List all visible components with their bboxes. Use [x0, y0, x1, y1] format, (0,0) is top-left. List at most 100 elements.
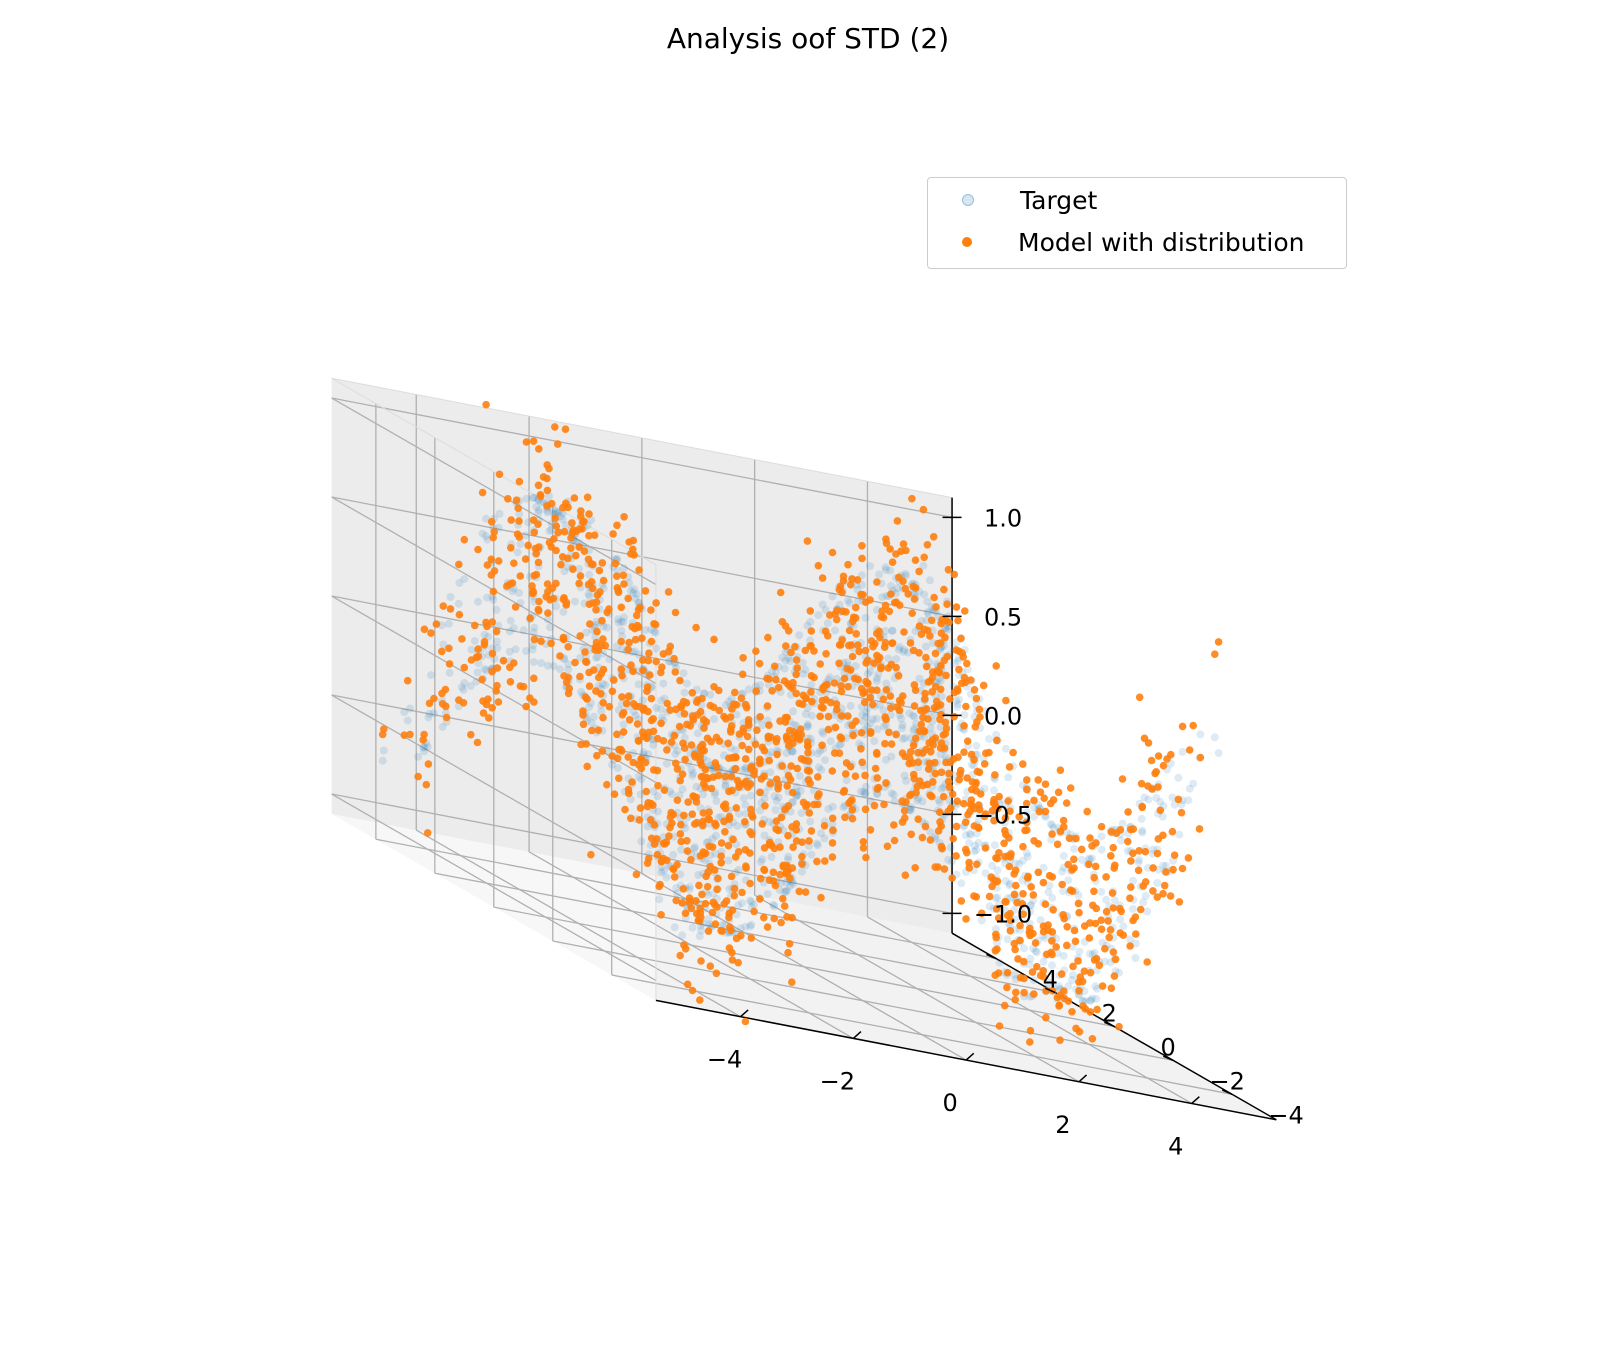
- model-point: [482, 400, 490, 409]
- model-point: [1104, 917, 1112, 925]
- model-point: [1011, 995, 1019, 1004]
- model-point: [915, 567, 923, 576]
- model-point: [414, 772, 422, 781]
- model-point: [721, 828, 729, 836]
- model-point: [750, 770, 758, 779]
- model-point: [552, 522, 561, 530]
- model-point: [634, 605, 643, 614]
- model-point: [1095, 961, 1104, 970]
- model-point: [1060, 987, 1068, 995]
- model-point: [802, 694, 810, 703]
- model-point: [634, 737, 643, 745]
- model-point: [1154, 752, 1163, 760]
- model-point: [842, 759, 851, 767]
- model-point: [572, 527, 580, 536]
- model-point: [430, 694, 438, 703]
- model-point: [671, 668, 680, 676]
- model-point: [473, 738, 482, 747]
- y-tick: [1221, 1089, 1233, 1096]
- target-point: [817, 765, 826, 774]
- target-point: [1185, 784, 1194, 793]
- model-point: [1057, 970, 1066, 978]
- target-point: [970, 761, 978, 770]
- model-point: [678, 899, 686, 907]
- target-point: [900, 645, 908, 654]
- model-point: [817, 893, 825, 902]
- target-point: [1091, 982, 1100, 991]
- target-point: [898, 734, 907, 743]
- model-point: [831, 610, 839, 618]
- target-point: [1070, 844, 1079, 853]
- target-point: [974, 838, 983, 847]
- target-point: [649, 787, 658, 796]
- model-point: [848, 721, 856, 730]
- model-point: [885, 728, 893, 737]
- target-point: [1098, 938, 1107, 947]
- model-point: [776, 843, 784, 851]
- target-point: [400, 708, 409, 717]
- model-point: [1097, 925, 1106, 933]
- target-point: [807, 680, 816, 689]
- model-point: [866, 826, 875, 834]
- model-point: [671, 759, 680, 768]
- gridline-y: [434, 872, 1056, 994]
- model-point: [765, 675, 773, 683]
- target-point: [892, 655, 901, 663]
- model-point: [1048, 873, 1057, 881]
- model-point: [731, 765, 740, 773]
- target-point: [423, 742, 432, 751]
- target-point: [529, 658, 538, 667]
- model-point: [732, 804, 741, 812]
- model-point: [910, 595, 919, 603]
- model-point: [1031, 939, 1040, 947]
- model-point: [960, 722, 968, 730]
- target-point: [1210, 733, 1219, 742]
- model-point: [1019, 842, 1027, 851]
- target-point: [558, 509, 567, 518]
- target-point: [659, 867, 668, 875]
- model-point: [580, 547, 589, 555]
- model-point: [887, 660, 896, 669]
- model-point: [688, 689, 697, 697]
- target-point: [937, 692, 946, 701]
- target-point: [920, 733, 929, 742]
- model-point: [635, 816, 644, 824]
- model-point: [620, 580, 628, 588]
- model-point: [1039, 967, 1047, 975]
- model-point: [845, 626, 854, 635]
- model-point: [559, 595, 568, 604]
- target-point: [950, 659, 959, 668]
- target-point: [1026, 901, 1035, 910]
- model-point: [772, 775, 781, 784]
- model-point: [684, 798, 692, 806]
- model-point: [1091, 862, 1100, 871]
- model-point: [705, 808, 713, 816]
- target-point: [1048, 821, 1057, 830]
- model-point: [713, 903, 721, 911]
- target-point: [598, 679, 607, 688]
- target-point: [991, 894, 1000, 903]
- model-point: [852, 630, 860, 638]
- target-point: [745, 896, 754, 905]
- model-point: [922, 653, 930, 662]
- model-point: [455, 560, 463, 569]
- model-point: [641, 758, 650, 767]
- model-point: [1039, 927, 1048, 936]
- target-point: [908, 711, 917, 720]
- model-point: [571, 658, 579, 667]
- model-point: [830, 679, 839, 687]
- target-point: [734, 865, 743, 874]
- target-point: [817, 829, 825, 838]
- model-point: [1064, 860, 1072, 869]
- model-point: [908, 609, 916, 617]
- target-point: [954, 657, 962, 666]
- model-point: [506, 678, 515, 686]
- model-point: [952, 822, 961, 831]
- target-point: [711, 831, 720, 840]
- model-point: [769, 868, 778, 877]
- target-point: [861, 613, 870, 622]
- target-point: [807, 711, 816, 720]
- model-point: [786, 775, 795, 784]
- target-point: [655, 895, 664, 904]
